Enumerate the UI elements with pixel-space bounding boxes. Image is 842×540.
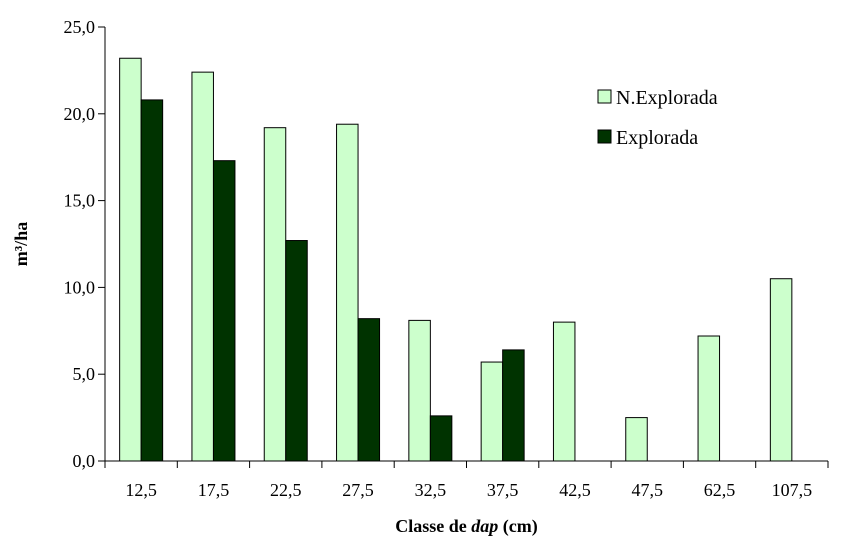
y-tick-label: 15,0 [64, 191, 96, 211]
legend-item-explorada: Explorada [597, 127, 698, 149]
bar-explorada [429, 415, 453, 462]
x-axis-title: Classe de dap (cm) [395, 516, 537, 537]
bar-n-explorada [769, 278, 793, 462]
bar-n-explorada [408, 319, 431, 462]
bar-explorada [140, 99, 164, 462]
bar-n-explorada [552, 321, 576, 462]
legend-label-n-explorada: N.Explorada [616, 87, 718, 109]
bar-n-explorada [191, 71, 214, 462]
y-tick-label: 0,0 [73, 451, 96, 471]
x-axis-title-suffix: (cm) [498, 516, 537, 537]
x-tick-label: 42,5 [559, 480, 591, 500]
bar-explorada [212, 160, 236, 462]
x-tick-label: 32,5 [415, 480, 447, 500]
bar-n-explorada [480, 361, 504, 462]
bar-n-explorada [697, 335, 721, 462]
x-tick-label: 17,5 [198, 480, 230, 500]
bar-n-explorada [625, 417, 648, 462]
bars-group [119, 57, 793, 462]
x-axis-title-italic: dap [471, 516, 498, 536]
legend-swatch-explorada [597, 129, 612, 144]
bar-n-explorada [336, 123, 359, 462]
y-tick-label: 25,0 [64, 17, 96, 37]
bar-explorada [357, 318, 381, 462]
legend-label-explorada: Explorada [616, 127, 698, 149]
legend: N.Explorada Explorada [597, 87, 718, 149]
y-tick-label: 20,0 [64, 104, 96, 124]
x-tick-label: 27,5 [342, 480, 374, 500]
legend-swatch-n-explorada [597, 89, 612, 104]
x-tick-label: 22,5 [270, 480, 302, 500]
y-axis-ticks: 0,0 5,0 10,0 15,0 20,0 25,0 [64, 17, 105, 471]
x-axis-title-prefix: Classe de [395, 516, 471, 536]
bar-n-explorada [263, 127, 287, 462]
x-tick-label: 12,5 [125, 480, 157, 500]
x-axis-ticks: 12,5 17,5 22,5 27,5 32,5 37,5 42,5 47,5 62,5 107,… [104, 461, 829, 500]
legend-item-n-explorada: N.Explorada [597, 87, 718, 109]
y-tick-label: 10,0 [64, 277, 96, 297]
x-tick-label: 107,5 [772, 480, 813, 500]
bar-n-explorada [119, 57, 142, 462]
y-axis-title: m³/ha [11, 222, 31, 266]
x-tick-label: 62,5 [704, 480, 736, 500]
bar-explorada [502, 349, 525, 462]
y-tick-label: 5,0 [73, 364, 96, 384]
bar-explorada [285, 240, 308, 462]
x-tick-label: 37,5 [487, 480, 519, 500]
x-tick-label: 47,5 [632, 480, 664, 500]
